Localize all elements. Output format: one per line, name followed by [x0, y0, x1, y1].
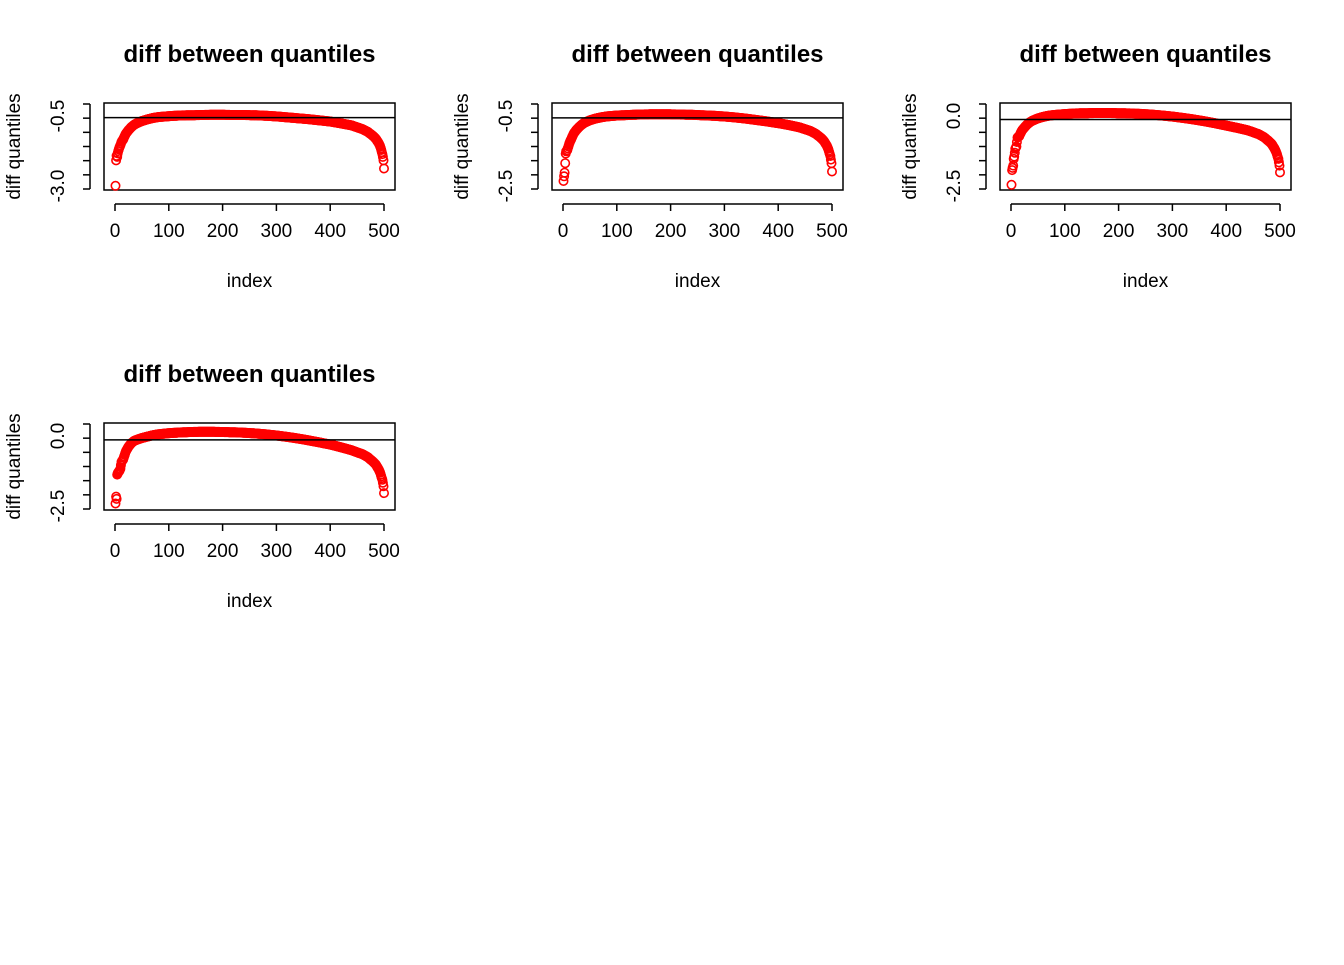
- plot-panel-1: diff between quantiles 0 100 200 300 400 500 -3…: [4, 41, 400, 292]
- chart-title: diff between quantiles: [571, 41, 823, 68]
- data-point: [375, 143, 386, 154]
- x-tick-label: 500: [1264, 221, 1296, 242]
- data-point: [376, 473, 387, 484]
- data-points: [558, 109, 837, 187]
- x-tick-label: 400: [314, 541, 346, 562]
- x-axis-label: index: [675, 271, 721, 292]
- plot-frame: [103, 102, 396, 191]
- data-points: [1006, 108, 1286, 190]
- x-tick-label: 200: [1103, 221, 1135, 242]
- x-tick-label: 500: [368, 221, 400, 242]
- x-tick-label: 200: [207, 541, 239, 562]
- data-point: [825, 154, 836, 165]
- data-point: [560, 158, 571, 169]
- x-tick-label: 500: [816, 221, 848, 242]
- x-axis-label: index: [227, 271, 273, 292]
- data-point: [111, 493, 122, 504]
- y-tick-label: -0.5: [48, 100, 69, 133]
- y-axis-label: diff quantiles: [900, 93, 921, 199]
- data-point: [110, 498, 121, 509]
- data-point: [114, 464, 125, 475]
- x-tick-label: 400: [762, 221, 794, 242]
- y-axis-label: diff quantiles: [452, 93, 473, 199]
- data-points: [110, 426, 389, 509]
- data-point: [378, 488, 389, 499]
- y-tick-label: -2.5: [496, 170, 517, 203]
- data-point: [378, 163, 389, 174]
- plot-frame: [551, 102, 844, 191]
- x-tick-label: 100: [153, 221, 185, 242]
- plot-frame: [103, 422, 396, 511]
- data-point: [824, 149, 835, 160]
- x-tick-label: 400: [314, 221, 346, 242]
- x-tick-label: 200: [207, 221, 239, 242]
- y-tick-label: -3.0: [48, 170, 69, 203]
- x-tick-label: 100: [153, 541, 185, 562]
- x-tick-label: 0: [110, 221, 121, 242]
- y-tick-label: -0.5: [496, 100, 517, 133]
- plot-panel-4: diff between quantiles 0 100 200 300 400 500 -2…: [4, 361, 400, 612]
- y-tick-label: -2.5: [48, 490, 69, 523]
- data-point: [1275, 167, 1286, 178]
- data-point: [1006, 179, 1017, 190]
- x-tick-label: 300: [261, 541, 293, 562]
- data-point: [1009, 147, 1020, 158]
- y-tick-label: -2.5: [944, 170, 965, 203]
- y-tick-label: 0.0: [48, 423, 69, 449]
- data-point: [1010, 142, 1021, 153]
- x-tick-label: 200: [655, 221, 687, 242]
- chart-title: diff between quantiles: [123, 41, 375, 68]
- y-axis-label: diff quantiles: [4, 93, 25, 199]
- x-axis-label: index: [227, 591, 273, 612]
- x-tick-label: 500: [368, 541, 400, 562]
- x-tick-label: 0: [1006, 221, 1017, 242]
- plot-frame: [999, 102, 1292, 191]
- plot-panel-2: diff between quantiles 0 100 200 300 400 500 -2…: [452, 41, 848, 292]
- x-tick-label: 400: [1210, 221, 1242, 242]
- chart-title: diff between quantiles: [1019, 41, 1271, 68]
- chart-title: diff between quantiles: [123, 361, 375, 388]
- y-tick-label: 0.0: [944, 103, 965, 129]
- x-tick-label: 100: [601, 221, 633, 242]
- x-axis-label: index: [1123, 271, 1169, 292]
- x-tick-label: 300: [1157, 221, 1189, 242]
- plot-panel-3: diff between quantiles 0 100 200 300 400 500 -2…: [900, 41, 1296, 292]
- data-point: [826, 166, 837, 177]
- data-point: [1272, 152, 1283, 163]
- x-tick-label: 100: [1049, 221, 1081, 242]
- data-point: [376, 147, 387, 158]
- x-tick-label: 0: [110, 541, 121, 562]
- y-axis-label: diff quantiles: [4, 413, 25, 519]
- x-tick-label: 300: [261, 221, 293, 242]
- data-point: [110, 180, 121, 191]
- x-tick-label: 300: [709, 221, 741, 242]
- data-point: [559, 167, 570, 178]
- x-tick-label: 0: [558, 221, 569, 242]
- data-point: [559, 171, 570, 182]
